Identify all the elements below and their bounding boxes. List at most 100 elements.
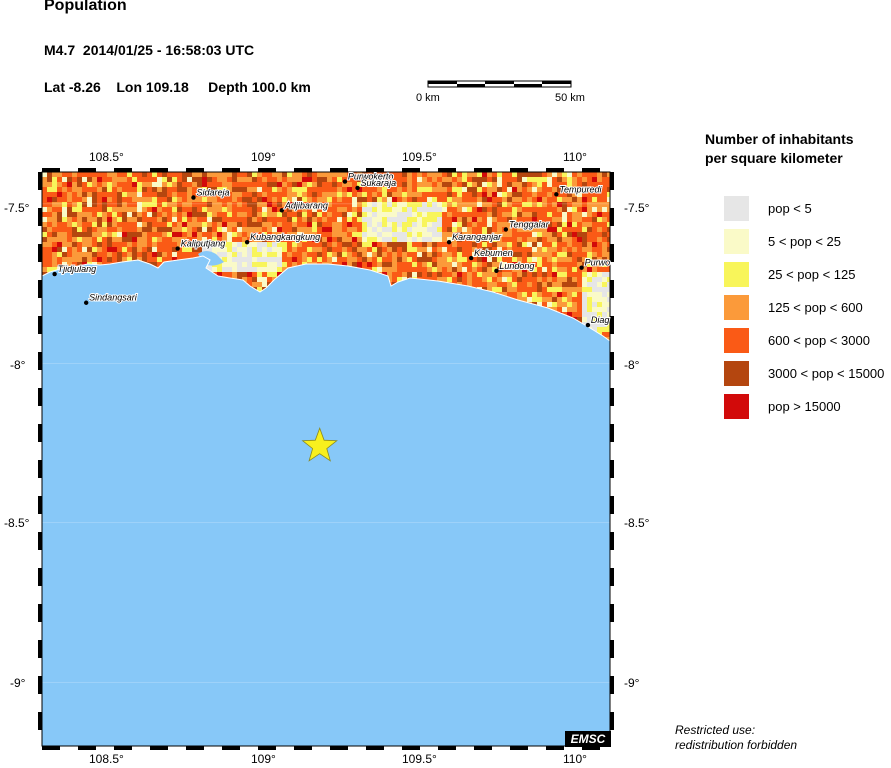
bottom-lon-label: 108.5°	[89, 752, 124, 766]
town-dot	[52, 271, 57, 277]
scale-end-label: 50 km	[555, 92, 585, 104]
town-marker: Sidareja	[191, 187, 230, 200]
town-dot	[446, 239, 452, 245]
town-label: Tenggalar	[509, 219, 550, 229]
right-lat-label: -8.5°	[624, 516, 650, 530]
town-dot	[579, 265, 584, 270]
town-marker: Kaliputjang	[175, 238, 226, 251]
legend-label: pop > 15000	[768, 399, 841, 414]
legend-swatch	[724, 196, 749, 221]
town-marker: Sindangsari	[83, 292, 139, 305]
legend-item: 3000 < pop < 15000	[724, 361, 891, 387]
legend-title-line1: Number of inhabitants	[705, 131, 854, 147]
town-marker: Adjibarang	[279, 199, 329, 213]
town-label: Tjidjulang	[58, 264, 97, 274]
town-dot	[503, 227, 509, 232]
coastline	[41, 171, 611, 342]
legend-label: 25 < pop < 125	[768, 267, 856, 282]
usage-note-line1: Restricted use:	[675, 723, 756, 737]
left-lat-label: -8°	[10, 358, 26, 372]
town-marker: Karanganjar	[446, 231, 503, 245]
legend-swatch	[724, 229, 749, 254]
bottom-lon-label: 109°	[251, 752, 276, 766]
town-dot	[244, 239, 250, 245]
town-marker: Lundong	[494, 260, 535, 274]
usage-note: Restricted use: redistribution forbidden	[675, 723, 797, 753]
town-marker: Kebumen	[468, 247, 514, 261]
town-label: Sukaraja	[361, 178, 397, 188]
bottom-lon-label: 110°	[563, 752, 587, 766]
location-info: Lat -8.26 Lon 109.18 Depth 100.0 km	[44, 79, 311, 95]
legend-swatch	[724, 262, 749, 287]
top-lon-label: 109.5°	[402, 150, 437, 164]
legend-swatch	[724, 328, 749, 353]
town-label: Purwokerto	[348, 172, 394, 182]
top-lon-label: 110°	[563, 150, 587, 164]
legend-item: 600 < pop < 3000	[724, 328, 891, 354]
bottom-lon-label: 109.5°	[402, 752, 437, 766]
town-marker: Tjidjulang	[52, 263, 97, 277]
legend-swatch	[724, 394, 749, 419]
scale-bar	[427, 80, 572, 88]
top-lon-label: 109°	[251, 150, 276, 164]
town-label: Sidareja	[196, 188, 229, 198]
left-lat-label: -8.5°	[4, 516, 30, 530]
town-label: Karanganjar	[452, 232, 502, 242]
town-label: Lundong	[499, 261, 534, 271]
usage-note-line2: redistribution forbidden	[675, 738, 798, 752]
legend-title: Number of inhabitants per square kilomet…	[705, 130, 854, 168]
legend-item: 5 < pop < 25	[724, 229, 891, 255]
town-dot	[191, 195, 196, 200]
right-lat-label: -8°	[624, 358, 640, 372]
town-label: Adjibarang	[284, 200, 328, 210]
top-lon-label: 108.5°	[89, 150, 124, 164]
town-label: Kebumen	[474, 248, 513, 258]
map-frame	[38, 168, 614, 750]
lagoon	[198, 251, 224, 266]
legend-item: pop < 5	[724, 196, 891, 222]
town-marker: Kubangkangkung	[244, 231, 321, 245]
map-title: Population	[44, 0, 127, 14]
emsc-watermark: EMSC	[565, 731, 611, 747]
legend-swatch	[724, 361, 749, 386]
legend-label: 600 < pop < 3000	[768, 333, 870, 348]
epicenter-star-icon	[301, 427, 338, 462]
town-marker: Diag	[585, 314, 610, 328]
right-lat-label: -7.5°	[624, 201, 650, 215]
town-label: Kaliputjang	[181, 239, 226, 249]
scale-start-label: 0 km	[416, 92, 440, 104]
right-lat-label: -9°	[624, 676, 640, 690]
legend-item: 125 < pop < 600	[724, 295, 891, 321]
left-lat-label: -9°	[10, 676, 26, 690]
town-marker: Purwo	[579, 257, 611, 270]
town-marker: Tempuredi	[554, 183, 604, 197]
town-dot	[585, 322, 591, 328]
town-dot	[175, 246, 180, 251]
legend-item: 25 < pop < 125	[724, 262, 891, 288]
town-label: Diag	[591, 315, 610, 325]
legend-label: 5 < pop < 25	[768, 234, 842, 249]
legend-swatch	[724, 295, 749, 320]
town-label: Kubangkangkung	[250, 232, 320, 242]
town-label: Purwo	[585, 258, 611, 268]
town-dot	[342, 179, 348, 184]
event-info: M4.7 2014/01/25 - 16:58:03 UTC	[44, 42, 255, 58]
town-label: Tempuredi	[559, 184, 602, 194]
town-dot	[554, 192, 559, 197]
town-marker: Tenggalar	[503, 218, 551, 232]
legend-label: pop < 5	[768, 201, 812, 216]
town-dot	[494, 268, 499, 274]
town-dot	[279, 208, 285, 213]
town-dot	[355, 185, 360, 191]
legend-label: 125 < pop < 600	[768, 300, 863, 315]
town-label: Sindangsari	[89, 293, 138, 303]
town-dot	[468, 255, 474, 261]
left-lat-label: -7.5°	[4, 201, 30, 215]
town-marker: Purwokerto	[342, 171, 394, 184]
legend-title-line2: per square kilometer	[705, 150, 843, 166]
legend-label: 3000 < pop < 15000	[768, 366, 885, 381]
town-marker: Sukaraja	[355, 177, 397, 191]
legend-item: pop > 15000	[724, 394, 891, 420]
town-dot	[83, 300, 89, 305]
